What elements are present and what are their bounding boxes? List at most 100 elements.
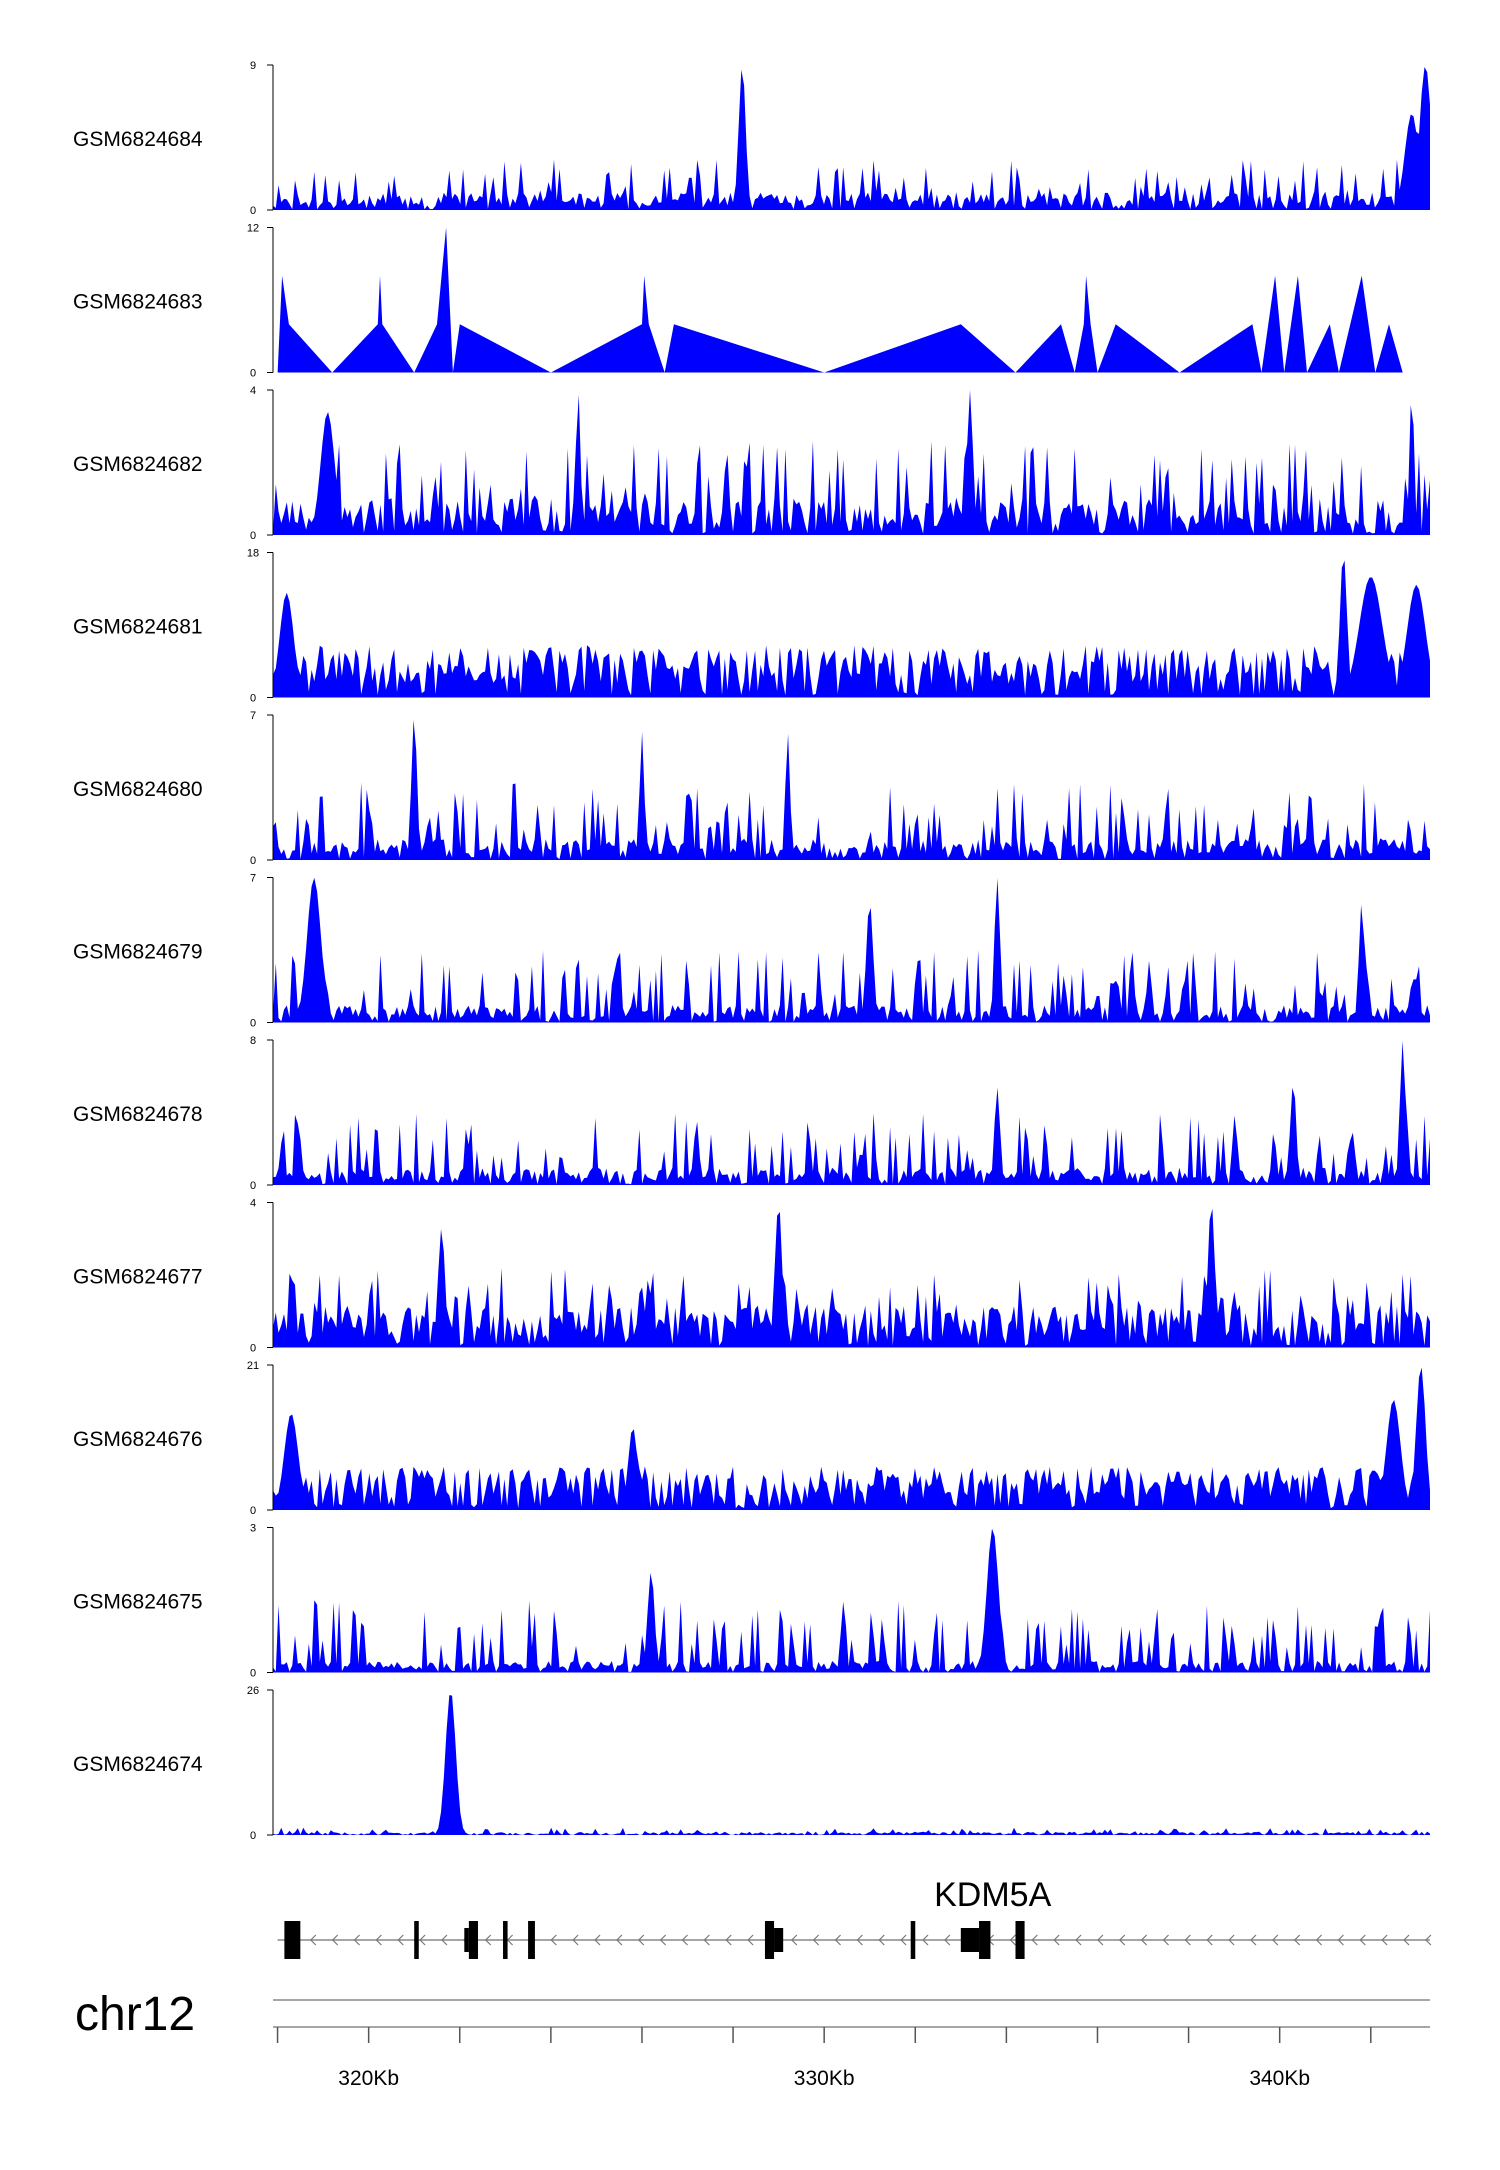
x-tick-label: 320Kb [338,2067,399,2090]
strand-arrow [572,1934,579,1946]
strand-arrow [703,1934,710,1946]
genome-axis: chr12 320Kb 330Kb 340Kb [75,1988,1430,2090]
y-max-label: 18 [247,548,259,560]
strand-arrow [1272,1934,1279,1946]
y-min-label: 0 [250,530,256,542]
strand-arrow [637,1934,645,1946]
track-GSM6824676: 21 0 GSM6824676 [73,1360,1430,1517]
exon-block [1015,1921,1025,1959]
track-label: GSM6824676 [73,1428,203,1451]
track-label: GSM6824674 [73,1753,203,1776]
strand-arrow [1053,1934,1060,1946]
strand-arrow [1009,1934,1016,1946]
strand-arrow [681,1934,688,1946]
strand-arrow [856,1934,863,1946]
strand-arrow [331,1934,339,1946]
track-label: GSM6824683 [73,291,203,314]
track-label: GSM6824675 [73,1591,203,1614]
strand-arrow [1097,1934,1104,1946]
strand-arrow [419,1934,426,1946]
strand-arrow [506,1934,514,1946]
y-min-label: 0 [250,205,256,217]
track-GSM6824681: 18 0 GSM6824681 [73,548,1430,705]
strand-arrow [900,1934,907,1946]
exon-block [910,1921,916,1959]
strand-arrow [1359,1934,1366,1946]
track-GSM6824680: 7 0 GSM6824680 [73,710,1430,867]
strand-arrow [1118,1934,1126,1946]
track-GSM6824684: 9 0 GSM6824684 [73,60,1430,217]
y-max-label: 4 [250,1198,256,1210]
y-min-label: 0 [250,855,256,867]
exon-block [764,1921,775,1959]
strand-arrow [1206,1934,1213,1946]
strand-arrow [1337,1934,1344,1946]
track-label: GSM6824678 [73,1103,203,1126]
track-label: GSM6824681 [73,616,203,639]
strand-arrow [353,1934,360,1946]
coverage-area [273,1040,1430,1185]
strand-arrow [790,1934,798,1946]
strand-arrow [922,1934,929,1946]
track-label: GSM6824680 [73,778,203,801]
exon-block [464,1928,469,1952]
exon-block [284,1921,301,1959]
exon-block [468,1921,478,1959]
y-min-label: 0 [250,1668,256,1680]
strand-arrow [1031,1934,1038,1946]
y-min-label: 0 [250,693,256,705]
track-GSM6824678: 8 0 GSM6824678 [73,1035,1430,1192]
strand-arrow [944,1934,951,1946]
strand-arrow [1162,1934,1169,1946]
y-max-label: 3 [250,1523,256,1535]
strand-arrow [1293,1934,1301,1946]
exon-block [979,1921,991,1959]
y-max-label: 12 [247,223,259,235]
strand-arrow [812,1934,820,1946]
coverage-area [273,1367,1430,1510]
strand-arrow [1315,1934,1323,1946]
track-GSM6824679: 7 0 GSM6824679 [73,873,1430,1030]
track-label: GSM6824682 [73,453,203,476]
coverage-area [273,1208,1430,1348]
y-min-label: 0 [250,1830,256,1842]
strand-arrow [1250,1934,1257,1946]
strand-arrow [309,1934,317,1946]
strand-arrow [1381,1934,1388,1946]
exon-block [774,1928,784,1952]
strand-arrow [397,1934,404,1946]
strand-arrow [550,1934,557,1946]
y-max-label: 21 [247,1360,259,1372]
strand-arrow [725,1934,732,1946]
y-min-label: 0 [250,368,256,380]
strand-arrow [484,1934,492,1946]
track-label: GSM6824679 [73,941,203,964]
exon-block [528,1921,535,1959]
track-label: GSM6824684 [73,128,203,151]
strand-arrow [878,1934,885,1946]
strand-arrow [441,1934,448,1946]
y-max-label: 8 [250,1035,256,1047]
x-tick-label: 340Kb [1249,2067,1310,2090]
strand-arrow [834,1934,841,1946]
coverage-area [273,1528,1430,1673]
strand-arrow [616,1934,623,1946]
track-GSM6824677: 4 0 GSM6824677 [73,1198,1430,1355]
y-min-label: 0 [250,1180,256,1192]
strand-arrow [747,1934,754,1946]
coverage-area [273,560,1430,698]
gene-name-label: KDM5A [934,1876,1051,1914]
strand-arrow [1075,1934,1082,1946]
track-GSM6824674: 26 0 GSM6824674 [73,1685,1430,1842]
coverage-area [273,877,1430,1023]
track-GSM6824683: 12 0 GSM6824683 [73,223,1403,380]
coverage-area [273,227,1403,373]
coverage-area [273,67,1430,210]
strand-arrow [1425,1934,1432,1946]
y-max-label: 26 [247,1685,259,1697]
track-label: GSM6824677 [73,1266,203,1289]
exon-block [960,1928,980,1952]
y-min-label: 0 [250,1343,256,1355]
track-GSM6824675: 3 0 GSM6824675 [73,1523,1430,1680]
